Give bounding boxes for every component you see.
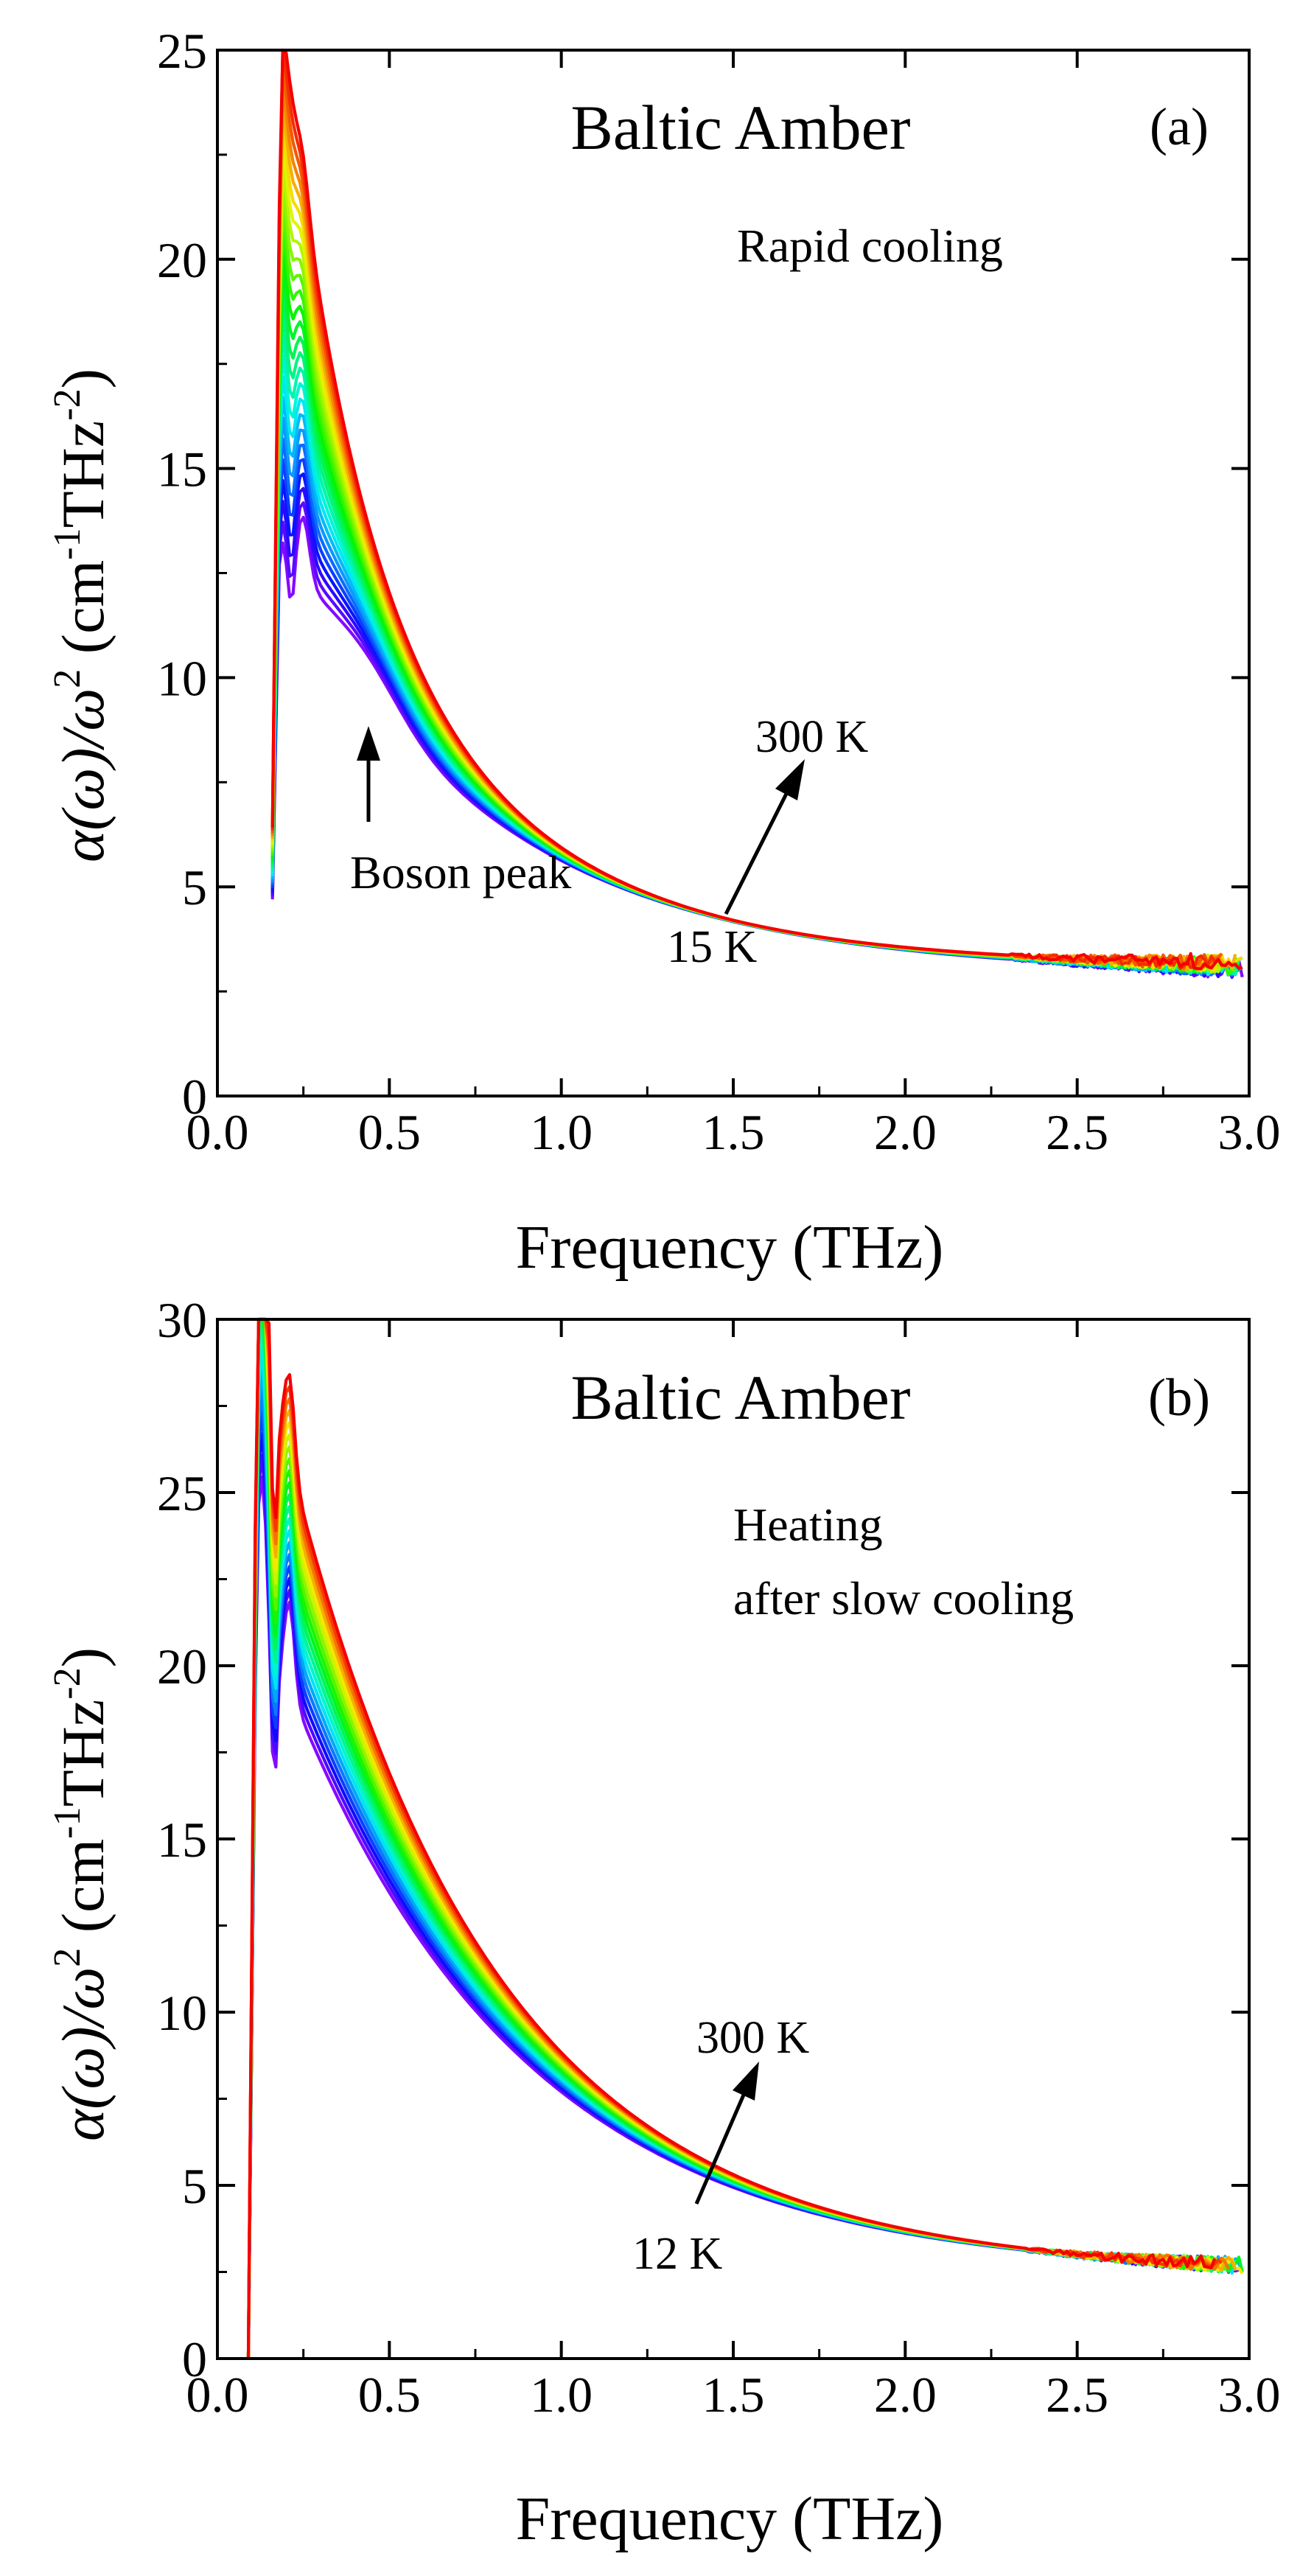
panel-b-high-t-label: 300 K	[696, 2013, 810, 2063]
panel-b-y-tick-label: 25	[157, 1465, 207, 1521]
panel-b-x-tick-label: 2.0	[874, 2367, 937, 2423]
panel-b-y-tick-label: 20	[157, 1638, 207, 1694]
panel-a-y-axis-title: α(ω)/ω2 (cm-1THz-2)	[46, 369, 116, 862]
panel-a-y-tick-label: 15	[157, 441, 207, 498]
panel-a-x-tick-label: 0.5	[358, 1104, 421, 1160]
panel-a-x-tick-label: 3.0	[1218, 1104, 1281, 1160]
panel-a-x-ticks: 0.0 0.5 1.0 1.5 2.0 2.5 3.0	[186, 50, 1281, 1160]
panel-b-condition-line-2: after slow cooling	[733, 1572, 1074, 1624]
panel-a-x-tick-label: 2.5	[1046, 1104, 1108, 1160]
panel-a-temp-arrow	[724, 791, 789, 915]
panel-a-x-tick-label: 0.0	[186, 1104, 249, 1160]
panel-b-x-tick-label: 1.0	[530, 2367, 593, 2423]
panel-a-title: Baltic Amber	[571, 92, 911, 163]
panel-a-temp-arrowhead	[775, 759, 805, 800]
panel-a-x-tick-label: 2.0	[874, 1104, 937, 1160]
panel-b-y-tick-label: 30	[157, 1292, 207, 1348]
panel-b: 0.0 0.5 1.0 1.5 2.0 2.5 3.0 0 5 10 15 20 25 30 Balti…	[46, 1292, 1281, 2553]
panel-a-low-t-label: 15 K	[667, 922, 758, 972]
panel-a-boson-peak-arrowhead	[357, 726, 380, 761]
panel-a-series-group	[270, 48, 1244, 980]
panel-b-x-axis-title: Frequency (THz)	[516, 2485, 944, 2553]
panel-b-y-tick-label: 0	[182, 2331, 207, 2387]
panel-a-y-tick-label: 10	[157, 650, 207, 706]
panel-a-series-line	[270, 48, 1243, 971]
panel-b-x-tick-label: 0.5	[358, 2367, 421, 2423]
panel-b-y-tick-label: 15	[157, 1812, 207, 1868]
panel-b-title: Baltic Amber	[571, 1362, 911, 1433]
panel-a-label: (a)	[1150, 97, 1209, 156]
panel-b-plot-frame	[216, 1318, 1251, 2360]
panel-a-high-t-label: 300 K	[755, 712, 869, 762]
panel-b-temp-arrow	[694, 2092, 747, 2205]
panel-b-low-t-label: 12 K	[632, 2229, 723, 2279]
panel-b-y-tick-label: 5	[182, 2158, 207, 2214]
panel-b-x-ticks: 0.0 0.5 1.0 1.5 2.0 2.5 3.0	[186, 1319, 1281, 2423]
panel-b-condition-line-1: Heating	[733, 1498, 883, 1551]
panel-a-y-tick-label: 5	[182, 859, 207, 915]
panel-b-label: (b)	[1148, 1368, 1210, 1427]
panel-b-x-tick-label: 3.0	[1218, 2367, 1281, 2423]
panel-b-x-tick-label: 2.5	[1046, 2367, 1108, 2423]
panel-b-series-group	[246, 1317, 1244, 2359]
panel-a-y-tick-label: 20	[157, 232, 207, 288]
panel-b-series-line	[246, 1317, 1217, 2359]
panel-a-y-tick-label: 0	[182, 1069, 207, 1125]
panel-a: 0.0 0.5 1.0 1.5 2.0 2.5 3.0 0 5 10 15 20 25 Baltic …	[46, 23, 1281, 1282]
panel-a-boson-peak-label: Boson peak	[350, 846, 571, 898]
panel-b-x-tick-label: 0.0	[186, 2367, 249, 2423]
panel-a-plot-frame	[216, 49, 1251, 1097]
panel-a-x-tick-label: 1.5	[702, 1104, 765, 1160]
panel-b-temp-arrowhead	[733, 2062, 759, 2101]
panel-a-x-tick-label: 1.0	[530, 1104, 593, 1160]
panel-b-y-tick-label: 10	[157, 1985, 207, 2041]
panel-a-y-tick-label: 25	[157, 23, 207, 79]
panel-b-x-tick-label: 1.5	[702, 2367, 765, 2423]
panel-a-y-ticks: 0 5 10 15 20 25	[157, 23, 1249, 1125]
panel-b-y-axis-title: α(ω)/ω2 (cm-1THz-2)	[46, 1647, 116, 2141]
panel-a-condition: Rapid cooling	[737, 220, 1003, 272]
panel-b-y-ticks: 0 5 10 15 20 25 30	[157, 1292, 1249, 2387]
panel-a-x-axis-title: Frequency (THz)	[516, 1213, 944, 1282]
